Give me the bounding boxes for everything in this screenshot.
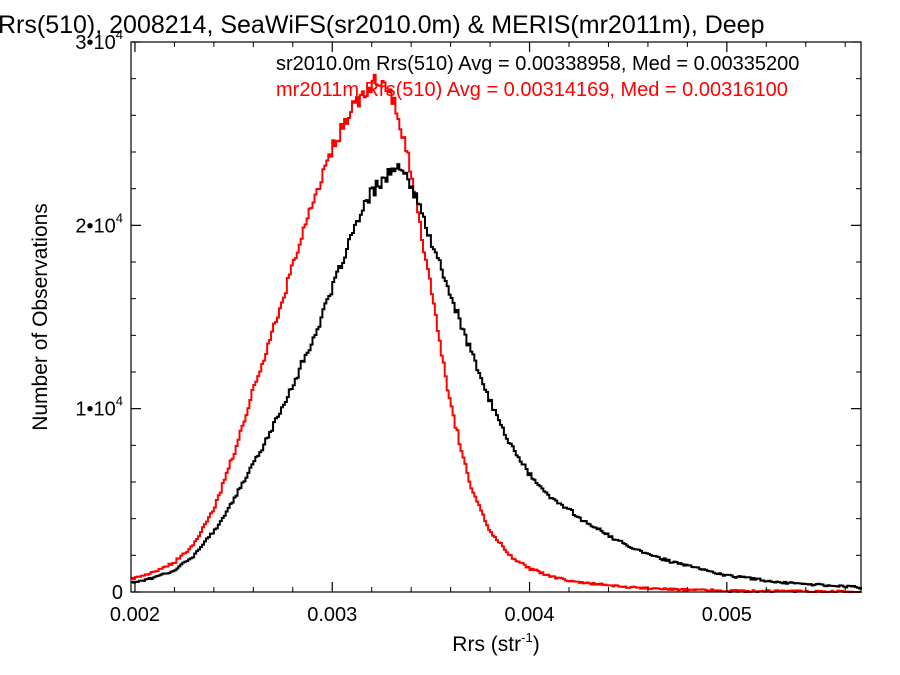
- x-tick-labels: 0.002 0.003 0.004 0.005: [110, 604, 752, 626]
- x-tick-label: 0.004: [505, 604, 555, 626]
- axis-ticks: [131, 41, 861, 593]
- x-axis-label-close: ): [533, 633, 540, 656]
- x-axis-label-exponent: -1: [521, 630, 533, 645]
- chart-title: Rrs(510), 2008214, SeaWiFS(sr2010.0m) & …: [0, 11, 764, 39]
- plot-lines: [131, 73, 862, 593]
- series-line-sr2010.0m: [131, 163, 862, 590]
- plot-frame: [130, 41, 862, 593]
- x-tick-label: 0.002: [110, 604, 160, 626]
- x-tick-label: 0.005: [702, 604, 752, 626]
- series-line-mr2011m: [131, 73, 862, 593]
- x-axis-label: Rrs (str-1): [452, 630, 539, 656]
- y-tick-label: 3•104: [75, 27, 123, 54]
- y-tick-label: 1•104: [75, 394, 123, 421]
- legend-entry-sr2010: sr2010.0m Rrs(510) Avg = 0.00338958, Med…: [276, 53, 799, 75]
- y-tick-label: 0: [112, 582, 123, 604]
- y-tick-label: 2•104: [75, 210, 123, 237]
- x-axis-label-main: Rrs (str: [452, 633, 521, 656]
- y-axis-label: Number of Observations: [29, 203, 52, 431]
- x-tick-label: 0.003: [307, 604, 357, 626]
- y-tick-labels: 0 1•104 2•104 3•104: [75, 27, 123, 604]
- legend-entry-mr2011: mr2011m Rrs(510) Avg = 0.00314169, Med =…: [276, 79, 788, 101]
